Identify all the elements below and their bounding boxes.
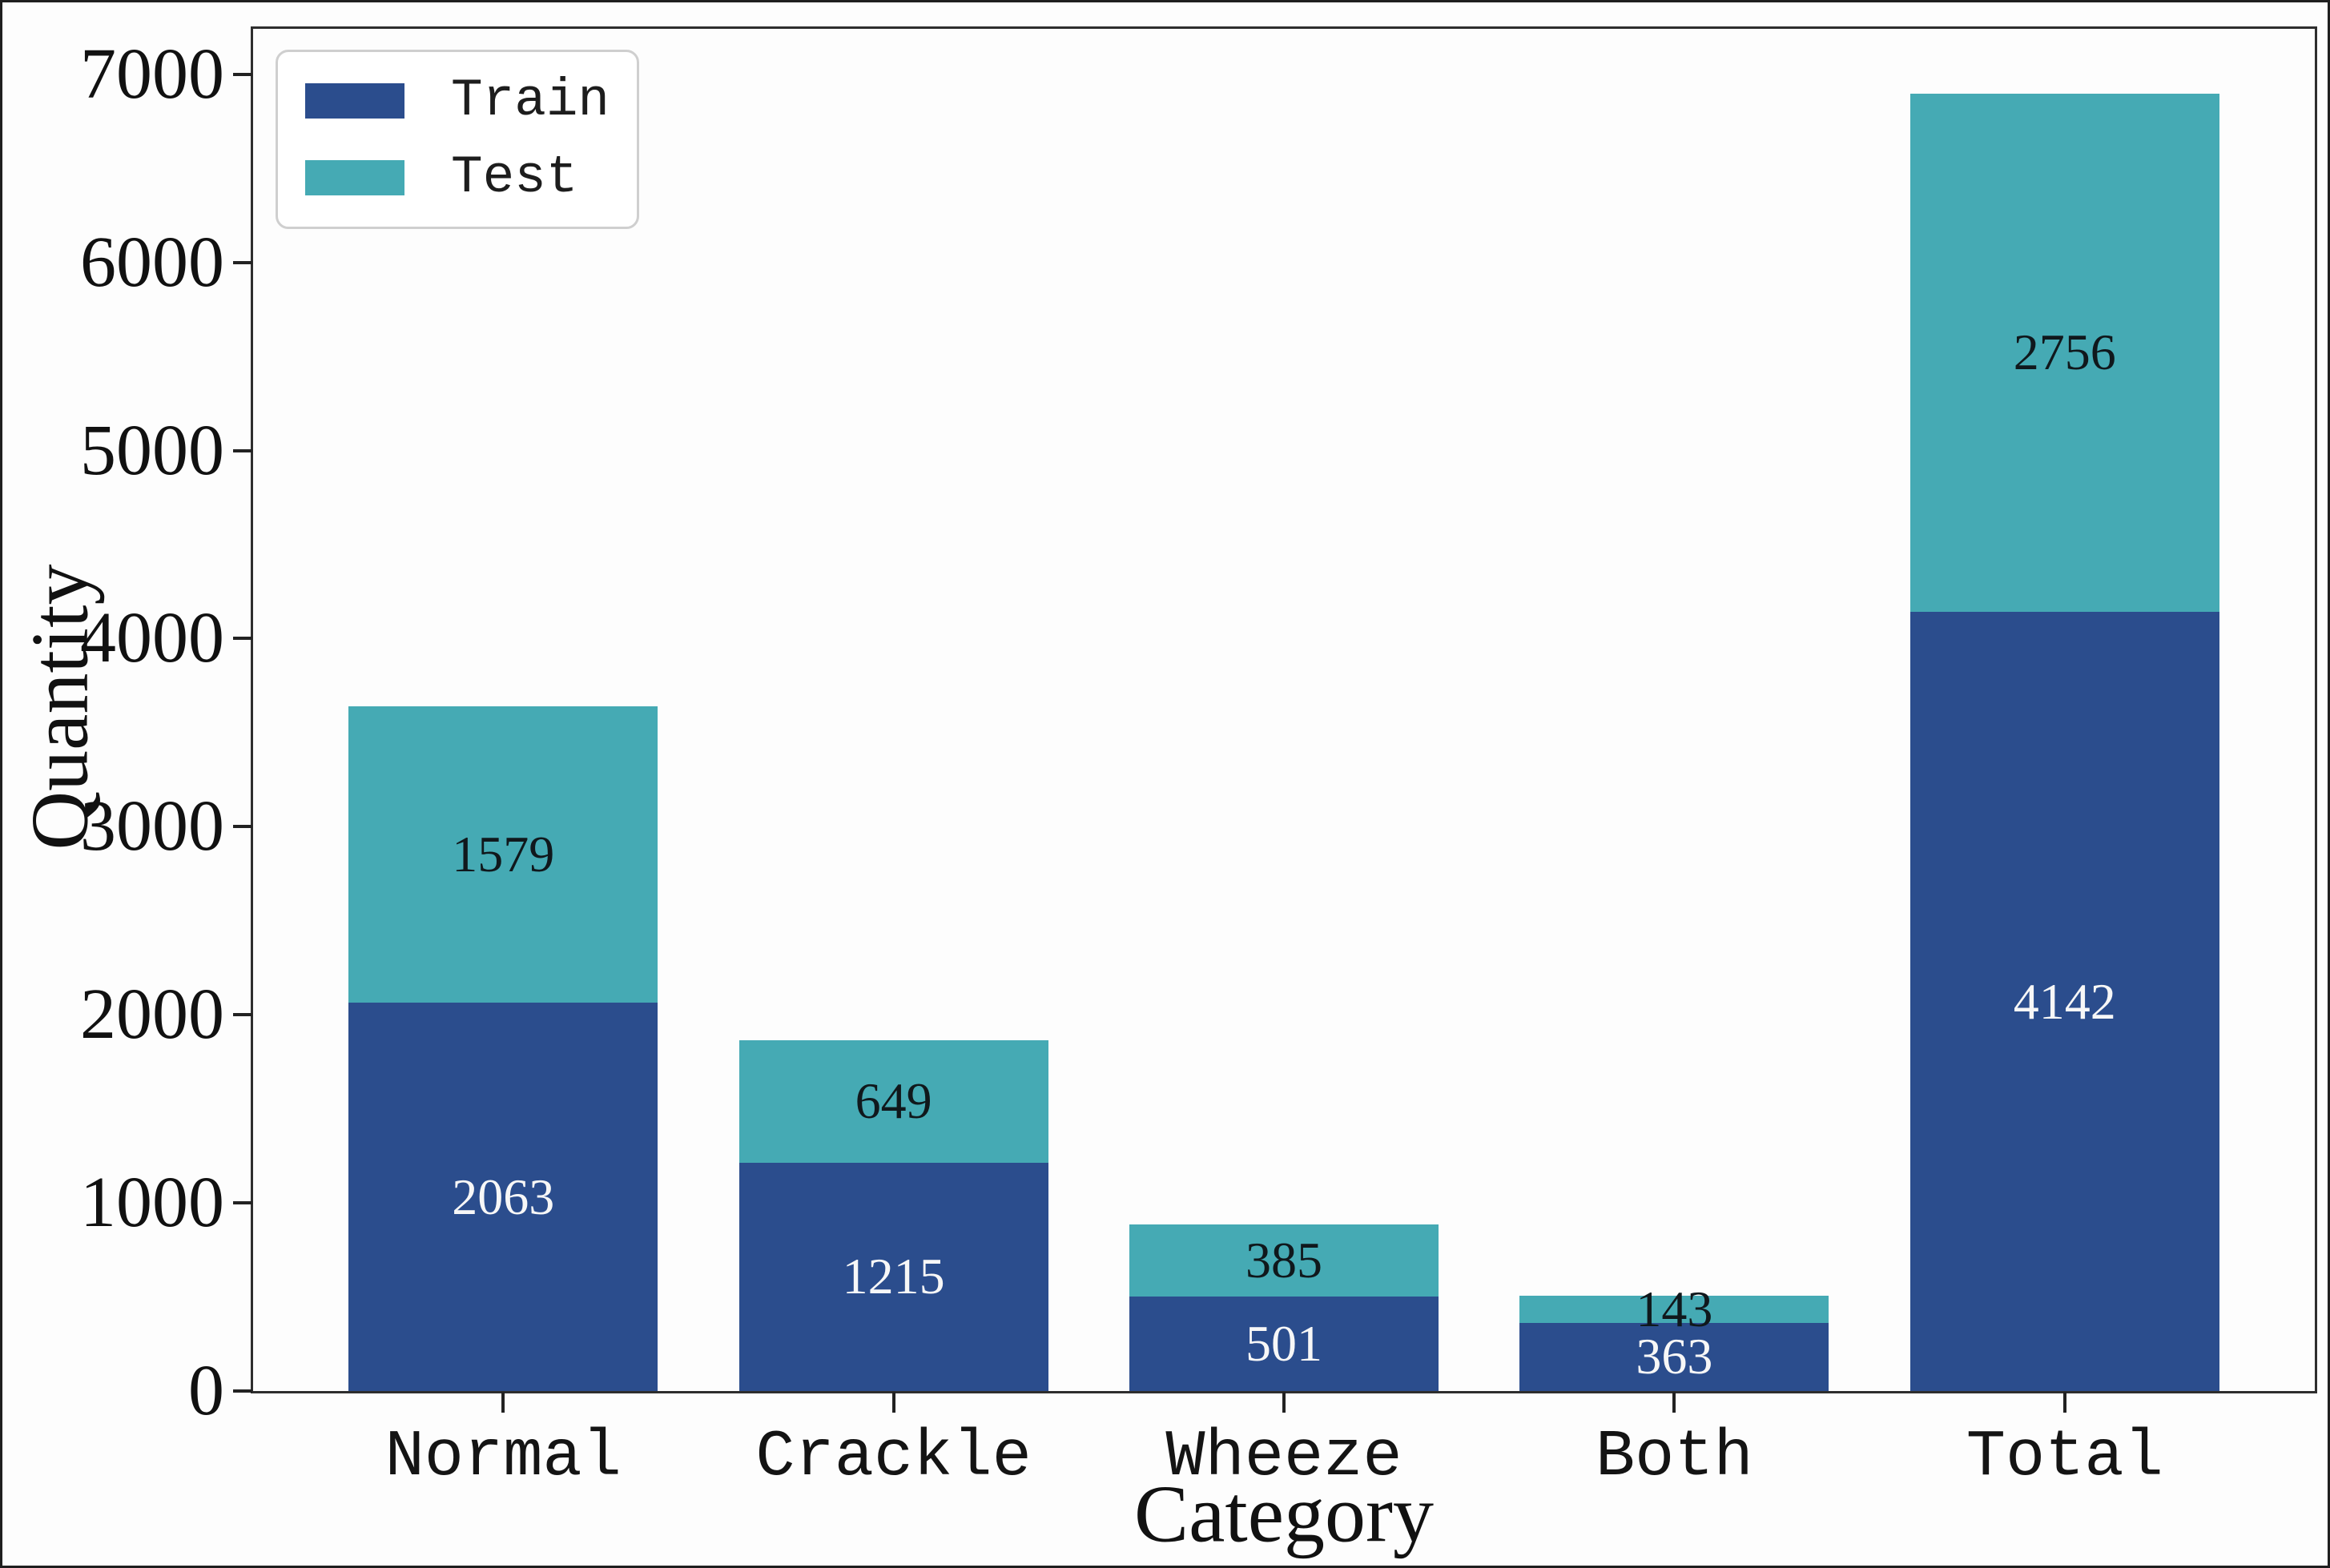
bar-value-label: 1579 [452,826,555,883]
bar-value-label: 363 [1636,1328,1713,1385]
legend-item-test: Test [305,151,610,204]
y-tick-mark-4000 [233,637,252,641]
y-tick-mark-6000 [233,260,252,264]
x-tick-mark-both [1672,1392,1676,1413]
bar-value-label: 649 [855,1072,932,1130]
bar-segment-train-both: 363 [1519,1322,1829,1391]
legend-item-train: Train [305,74,610,127]
x-tick-label-both: Both [1595,1420,1753,1494]
y-tick-label-4000: 4000 [80,598,224,678]
y-tick-mark-1000 [233,1201,252,1205]
bar-segment-test-normal: 1579 [348,706,658,1003]
bar-value-label: 2063 [452,1168,555,1225]
bar-segment-train-wheeze: 501 [1129,1297,1439,1391]
x-tick-label-normal: Normal [384,1420,622,1494]
bar-segment-train-total: 4142 [1909,612,2219,1391]
bar-segment-train-crackle: 1215 [738,1162,1048,1391]
y-tick-label-6000: 6000 [80,222,224,302]
bar-value-label: 2756 [2013,324,2116,381]
y-tick-mark-0 [233,1389,252,1393]
y-tick-label-2000: 2000 [80,975,224,1055]
bar-segment-train-normal: 2063 [348,1003,658,1391]
plot-area: Train Test 0 1000 2000 3000 4000 5000 6000 7000 2… [80,26,2317,1490]
x-tick-label-total: Total [1966,1420,2163,1494]
legend-label-test: Test [451,147,578,207]
bar-segment-test-crackle: 649 [738,1040,1048,1163]
y-tick-mark-5000 [233,448,252,452]
y-tick-label-7000: 7000 [80,34,224,114]
y-tick-label-0: 0 [188,1351,224,1430]
legend-label-train: Train [451,70,610,131]
bar-total: 4142 2756 [1909,29,2219,1391]
y-tick-label-3000: 3000 [80,786,224,866]
x-axis-title: Category [1134,1469,1434,1560]
bar-normal: 2063 1579 [348,29,658,1391]
y-tick-mark-3000 [233,825,252,829]
bar-segment-test-both: 143 [1519,1283,1829,1334]
bar-value-label: 143 [1636,1280,1713,1337]
bar-segment-test-wheeze: 385 [1129,1224,1439,1297]
bar-value-label: 1215 [842,1248,945,1305]
bar-value-label: 385 [1245,1232,1322,1289]
x-tick-label-wheeze: Wheeze [1165,1420,1402,1494]
bar-value-label: 501 [1245,1315,1322,1373]
legend-swatch-train [305,83,404,119]
y-tick-label-1000: 1000 [80,1163,224,1243]
x-tick-mark-wheeze [1282,1392,1286,1413]
x-tick-label-crackle: Crackle [755,1420,1032,1494]
bar-wheeze: 501 385 [1129,29,1439,1391]
legend-swatch-test [305,160,404,195]
bar-both: 363 143 [1519,29,1829,1391]
y-tick-mark-7000 [233,72,252,76]
bar-value-label: 4142 [2013,972,2116,1030]
bar-crackle: 1215 649 [738,29,1048,1391]
bar-segment-test-total: 2756 [1909,93,2219,613]
x-tick-mark-crackle [891,1392,895,1413]
x-tick-mark-normal [501,1392,505,1413]
x-tick-mark-total [2062,1392,2066,1413]
y-tick-mark-2000 [233,1013,252,1017]
legend: Train Test [276,50,640,229]
y-tick-label-5000: 5000 [80,410,224,490]
